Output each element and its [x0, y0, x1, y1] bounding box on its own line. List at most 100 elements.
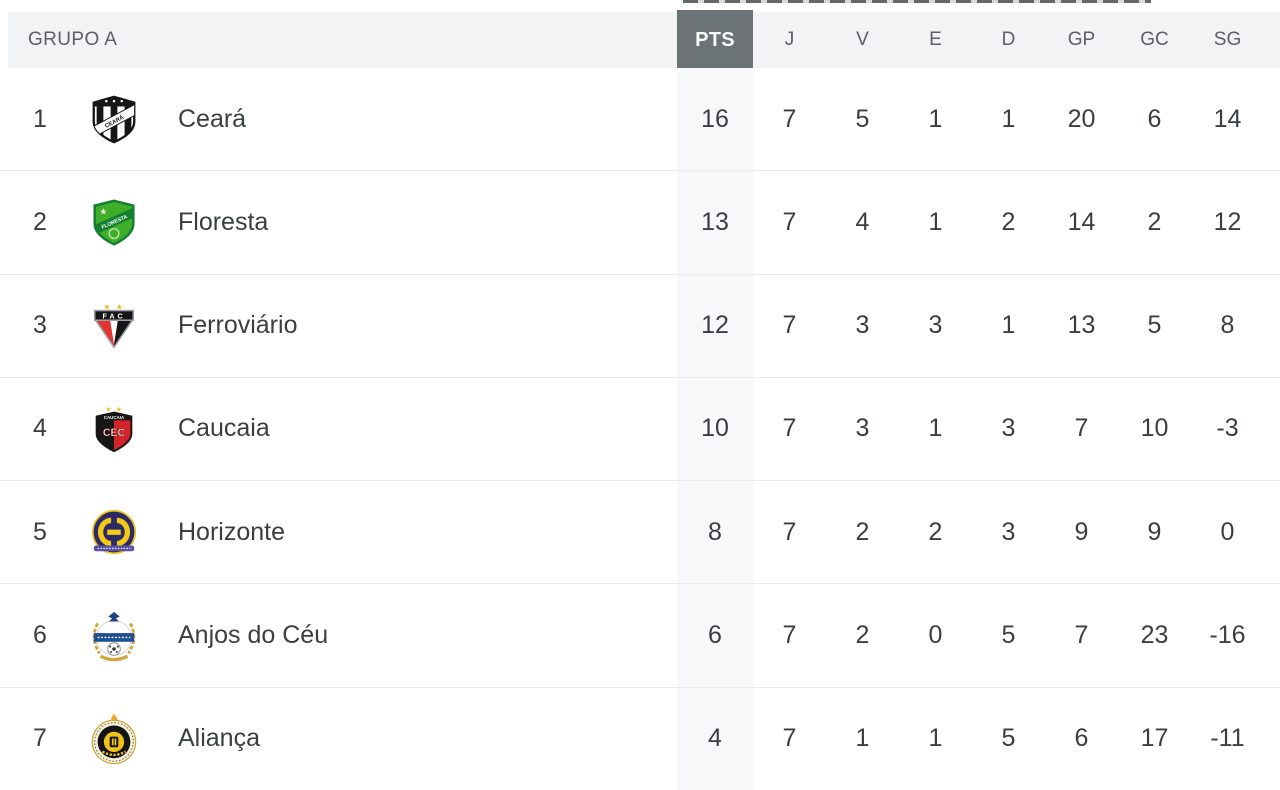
col-header-v: V: [856, 29, 869, 50]
points-value: 13: [677, 171, 753, 274]
stat-sg: -16: [1209, 621, 1246, 650]
col-header-j: J: [784, 29, 795, 50]
position-number: 6: [33, 621, 47, 650]
caucaia-arc-text: CAUCAIA: [104, 415, 125, 420]
stat-d: 1: [1001, 311, 1016, 340]
col-header-sg: SG: [1213, 29, 1242, 50]
stat-v: 2: [855, 621, 870, 650]
team-name: Horizonte: [178, 517, 285, 546]
stat-e: 0: [928, 621, 943, 650]
points-value: 16: [677, 68, 753, 171]
col-header-gc: GC: [1140, 29, 1169, 50]
position-number: 3: [33, 311, 47, 340]
caucaia-star: ★: [116, 406, 122, 414]
stat-v: 4: [855, 207, 870, 236]
caucaia-center-text: CEC: [103, 427, 126, 439]
stat-gp: 20: [1067, 104, 1096, 133]
team-badge-cell: ★ ★ FAC: [80, 299, 148, 353]
stat-d: 3: [1001, 517, 1016, 546]
stat-d: 5: [1001, 621, 1016, 650]
stat-gc: 6: [1147, 104, 1162, 133]
stat-e: 2: [928, 517, 943, 546]
stat-sg: 8: [1220, 311, 1235, 340]
team-badge-cell: FLORESTA ★: [80, 195, 148, 249]
group-title: GRUPO A: [28, 29, 118, 50]
team-badge-cell: [80, 609, 148, 663]
stat-gp: 7: [1074, 414, 1089, 443]
col-header-pts: PTS: [677, 10, 753, 70]
table-row[interactable]: 2 FLORESTA ★ Floresta 13 7: [0, 171, 1280, 275]
team-badge-cell: [80, 712, 148, 766]
position-number: 2: [33, 207, 47, 236]
stat-v: 3: [855, 311, 870, 340]
team-name: Floresta: [178, 207, 269, 236]
stat-j: 7: [782, 724, 797, 753]
position-number: 5: [33, 517, 47, 546]
stat-sg: 14: [1213, 104, 1242, 133]
points-value: 8: [677, 481, 753, 584]
table-row[interactable]: 1 CEARÁ: [0, 68, 1280, 172]
caucaia-badge: ★ ★ CAUCAIA CEC: [95, 406, 133, 453]
position-number: 4: [33, 414, 47, 443]
floresta-star: ★: [100, 208, 108, 218]
team-name: Ceará: [178, 104, 247, 133]
stat-d: 3: [1001, 414, 1016, 443]
floresta-badge: FLORESTA ★: [93, 199, 135, 246]
stat-gc: 17: [1140, 724, 1169, 753]
stat-j: 7: [782, 104, 797, 133]
stat-e: 3: [928, 311, 943, 340]
points-value: 10: [677, 377, 753, 481]
stat-e: 1: [928, 104, 943, 133]
stat-gp: 14: [1067, 207, 1096, 236]
stat-d: 2: [1001, 207, 1016, 236]
team-badge-cell: [80, 505, 148, 559]
stat-j: 7: [782, 414, 797, 443]
anjos-do-ceu-badge: [92, 611, 136, 661]
ceara-badge: CEARÁ: [92, 95, 136, 144]
stat-sg: 12: [1213, 207, 1242, 236]
position-number: 7: [33, 724, 47, 753]
col-header-e: E: [929, 29, 942, 50]
stat-d: 1: [1001, 104, 1016, 133]
col-header-gp: GP: [1067, 29, 1096, 50]
stat-gp: 7: [1074, 621, 1089, 650]
stat-d: 5: [1001, 724, 1016, 753]
cropped-top-edge: [683, 0, 1151, 3]
points-value: 6: [677, 584, 753, 687]
points-value: 12: [677, 274, 753, 377]
stat-gc: 9: [1147, 517, 1162, 546]
table-row[interactable]: 4 ★ ★ CAUCAIA CEC Caucaia 10: [0, 377, 1280, 482]
table-row[interactable]: 5 Horizonte 8 7 2 2 3 9 9 0: [0, 481, 1280, 585]
ferroviario-star: ★: [103, 302, 110, 311]
stat-gc: 10: [1140, 414, 1169, 443]
caucaia-star: ★: [105, 406, 111, 414]
stat-v: 3: [855, 414, 870, 443]
team-name: Caucaia: [178, 414, 270, 443]
stat-v: 5: [855, 104, 870, 133]
ferroviario-badge-text: FAC: [102, 311, 125, 320]
team-name: Ferroviário: [178, 311, 298, 340]
stat-j: 7: [782, 517, 797, 546]
col-header-d: D: [1001, 29, 1016, 50]
stat-gc: 5: [1147, 311, 1162, 340]
stat-gc: 23: [1140, 621, 1169, 650]
standings-rows: 1 CEARÁ: [0, 68, 1280, 790]
stat-e: 1: [928, 724, 943, 753]
stat-sg: 0: [1220, 517, 1235, 546]
table-row[interactable]: 3 ★ ★ FAC Ferroviário 12 7 3 3 1 13: [0, 274, 1280, 378]
stat-gp: 9: [1074, 517, 1089, 546]
points-value: 4: [677, 687, 753, 790]
ferroviario-star: ★: [116, 302, 123, 311]
stat-e: 1: [928, 414, 943, 443]
stat-gp: 13: [1067, 311, 1096, 340]
team-badge-cell: CEARÁ: [80, 92, 148, 146]
alianca-badge: [91, 713, 137, 764]
stat-j: 7: [782, 311, 797, 340]
table-row[interactable]: 6 Anjos do Céu 6 7 2: [0, 584, 1280, 688]
stat-j: 7: [782, 621, 797, 650]
ferroviario-badge: ★ ★ FAC: [93, 302, 135, 349]
team-name: Anjos do Céu: [178, 621, 329, 650]
table-row[interactable]: 7 Aliança 4 7 1 1 5 6: [0, 687, 1280, 790]
stat-gp: 6: [1074, 724, 1089, 753]
